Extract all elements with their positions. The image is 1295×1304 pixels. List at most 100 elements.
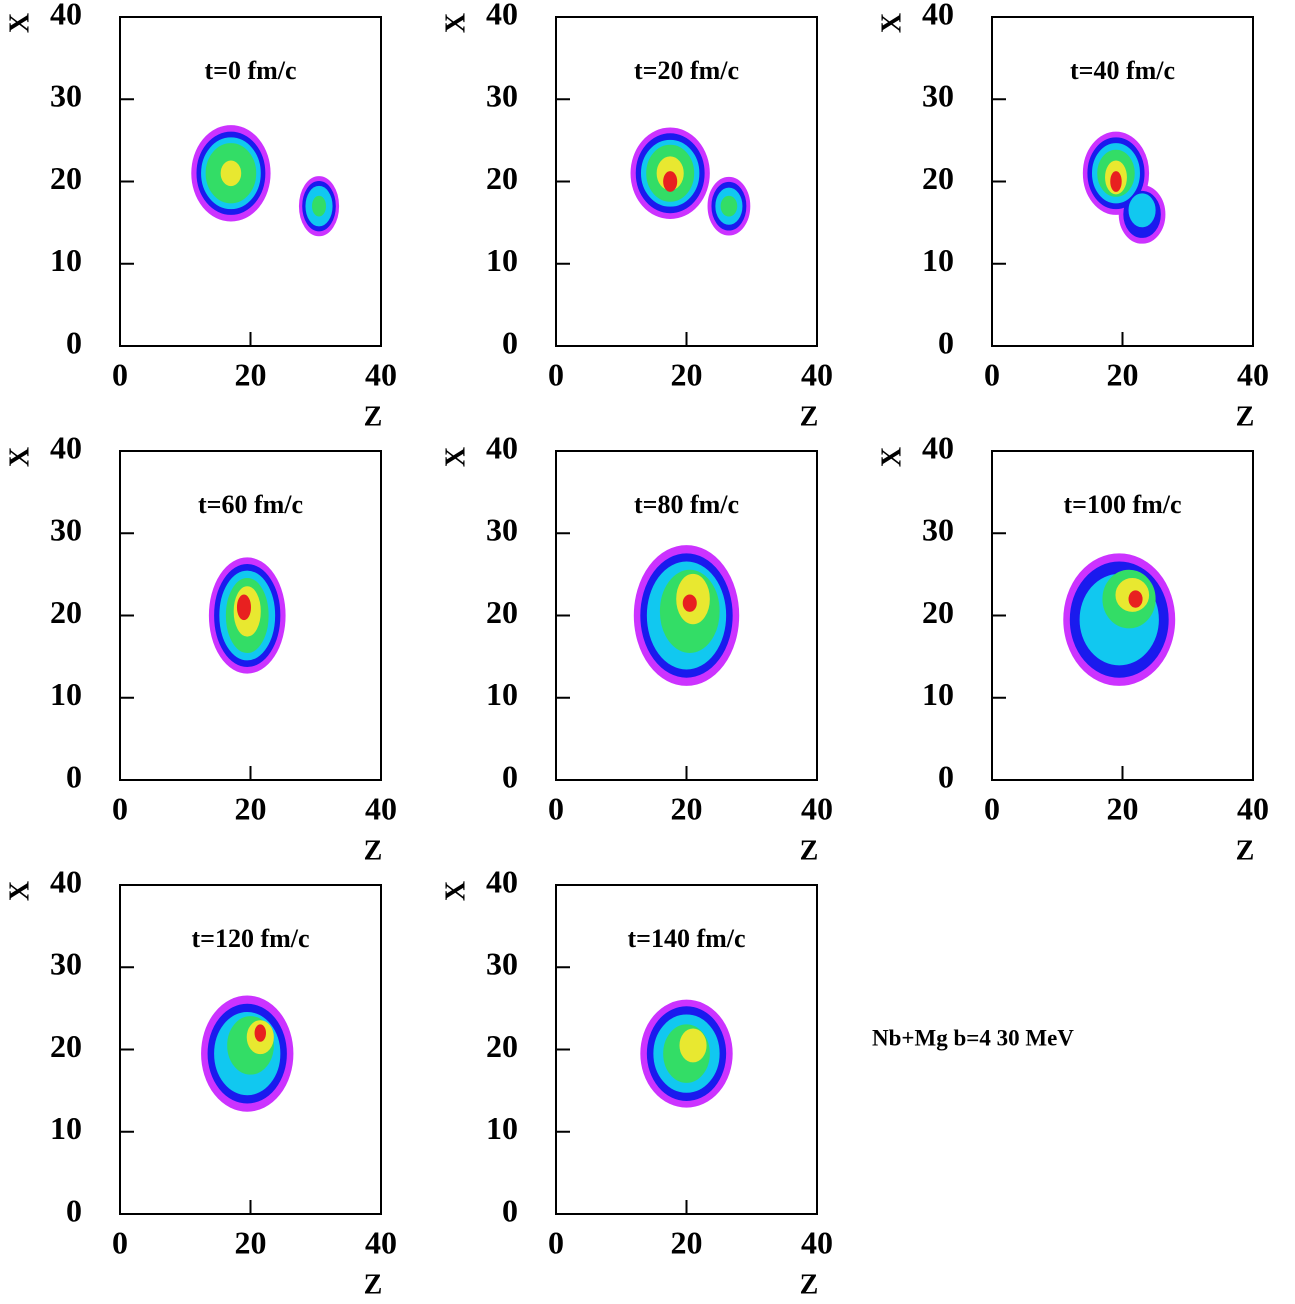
panel: 0 10 20 30 40 0 20 40 t=80 fm/c Z X (440, 429, 833, 866)
x-tick-label: 40 (1237, 356, 1269, 392)
y-tick-label: 40 (486, 0, 518, 31)
x-tick-label: 20 (235, 356, 267, 392)
y-tick-label: 10 (486, 1110, 518, 1146)
x-axis-label: Z (364, 401, 383, 432)
y-tick-label: 30 (486, 946, 518, 982)
x-tick-label: 0 (984, 356, 1000, 392)
y-tick-label: 30 (50, 946, 82, 982)
plot-area (208, 557, 286, 674)
y-tick-label: 40 (922, 429, 954, 465)
panel-title: t=0 fm/c (204, 56, 296, 85)
x-tick-label: 0 (112, 1224, 128, 1260)
y-tick-label: 20 (486, 1028, 518, 1064)
y-tick-label: 10 (50, 242, 82, 278)
contour-level (1110, 171, 1122, 192)
y-tick-label: 20 (486, 160, 518, 196)
x-tick-label: 0 (548, 1224, 564, 1260)
x-tick-label: 0 (112, 356, 128, 392)
x-axis-label: Z (364, 1269, 383, 1300)
y-tick-label: 0 (938, 758, 954, 794)
plot-area (630, 127, 751, 236)
panel-title: t=60 fm/c (198, 490, 303, 519)
panel: 0 10 20 30 40 0 20 40 t=140 fm/c Z X (440, 863, 833, 1300)
y-tick-label: 0 (502, 1192, 518, 1228)
x-axis-label: Z (364, 835, 383, 866)
y-tick-label: 0 (66, 1192, 82, 1228)
panel: 0 10 20 30 40 0 20 40 t=0 fm/c Z X (4, 0, 397, 432)
y-axis-label: X (4, 13, 35, 33)
y-tick-label: 0 (502, 324, 518, 360)
contour-level (311, 195, 327, 217)
x-tick-label: 40 (365, 790, 397, 826)
y-axis-label: X (4, 881, 35, 901)
panel: 0 10 20 30 40 0 20 40 t=120 fm/c Z X (4, 863, 397, 1300)
x-axis-label: Z (800, 401, 819, 432)
y-axis-label: X (440, 13, 471, 33)
x-tick-label: 20 (1107, 356, 1139, 392)
contour-level (236, 594, 252, 621)
contour-level (254, 1024, 267, 1042)
panel: 0 10 20 30 40 0 20 40 t=60 fm/c Z X (4, 429, 397, 866)
y-axis-label: X (876, 447, 907, 467)
y-tick-label: 30 (922, 512, 954, 548)
x-axis-label: Z (800, 1269, 819, 1300)
y-tick-label: 40 (486, 863, 518, 899)
y-tick-label: 30 (486, 78, 518, 114)
x-tick-label: 20 (671, 790, 703, 826)
plot-area (1063, 553, 1176, 686)
y-tick-label: 0 (66, 324, 82, 360)
panel-title: t=20 fm/c (634, 56, 739, 85)
y-tick-label: 0 (66, 758, 82, 794)
plot-area (201, 995, 294, 1112)
x-axis-label: Z (1236, 835, 1255, 866)
contour-level (679, 1028, 707, 1063)
x-tick-label: 40 (801, 1224, 833, 1260)
y-tick-label: 20 (50, 594, 82, 630)
panel-title: t=40 fm/c (1070, 56, 1175, 85)
x-tick-label: 40 (1237, 790, 1269, 826)
y-tick-label: 0 (938, 324, 954, 360)
panel: 0 10 20 30 40 0 20 40 t=40 fm/c Z X (876, 0, 1269, 432)
y-tick-label: 20 (922, 160, 954, 196)
y-tick-label: 20 (50, 160, 82, 196)
x-tick-label: 20 (1107, 790, 1139, 826)
x-tick-label: 0 (548, 790, 564, 826)
y-tick-label: 10 (50, 1110, 82, 1146)
panel-title: t=100 fm/c (1063, 490, 1181, 519)
y-axis-label: X (4, 447, 35, 467)
x-tick-label: 0 (112, 790, 128, 826)
y-tick-label: 40 (50, 0, 82, 31)
y-tick-label: 0 (502, 758, 518, 794)
y-axis-label: X (440, 881, 471, 901)
contour-level (720, 195, 738, 217)
y-tick-label: 20 (922, 594, 954, 630)
y-tick-label: 10 (922, 242, 954, 278)
contour-level (663, 171, 678, 192)
x-tick-label: 20 (671, 1224, 703, 1260)
plot-area (633, 545, 740, 686)
plot-area (640, 999, 733, 1108)
y-tick-label: 20 (486, 594, 518, 630)
x-tick-label: 40 (801, 356, 833, 392)
y-tick-label: 30 (50, 78, 82, 114)
panel: 0 10 20 30 40 0 20 40 t=100 fm/c Z X (876, 429, 1269, 866)
y-tick-label: 40 (50, 429, 82, 465)
contour-level (1128, 590, 1143, 608)
contour-level (682, 594, 697, 612)
y-tick-label: 10 (486, 676, 518, 712)
x-tick-label: 20 (235, 790, 267, 826)
x-tick-label: 40 (365, 1224, 397, 1260)
y-tick-label: 30 (50, 512, 82, 548)
panel: 0 10 20 30 40 0 20 40 t=20 fm/c Z X (440, 0, 833, 432)
y-tick-label: 40 (50, 863, 82, 899)
x-tick-label: 20 (235, 1224, 267, 1260)
y-tick-label: 20 (50, 1028, 82, 1064)
x-tick-label: 40 (801, 790, 833, 826)
y-tick-label: 40 (486, 429, 518, 465)
contour-level (220, 160, 242, 187)
annotation: Nb+Mg b=4 30 MeV (872, 1025, 1074, 1050)
x-tick-label: 40 (365, 356, 397, 392)
y-tick-label: 10 (50, 676, 82, 712)
x-tick-label: 0 (548, 356, 564, 392)
